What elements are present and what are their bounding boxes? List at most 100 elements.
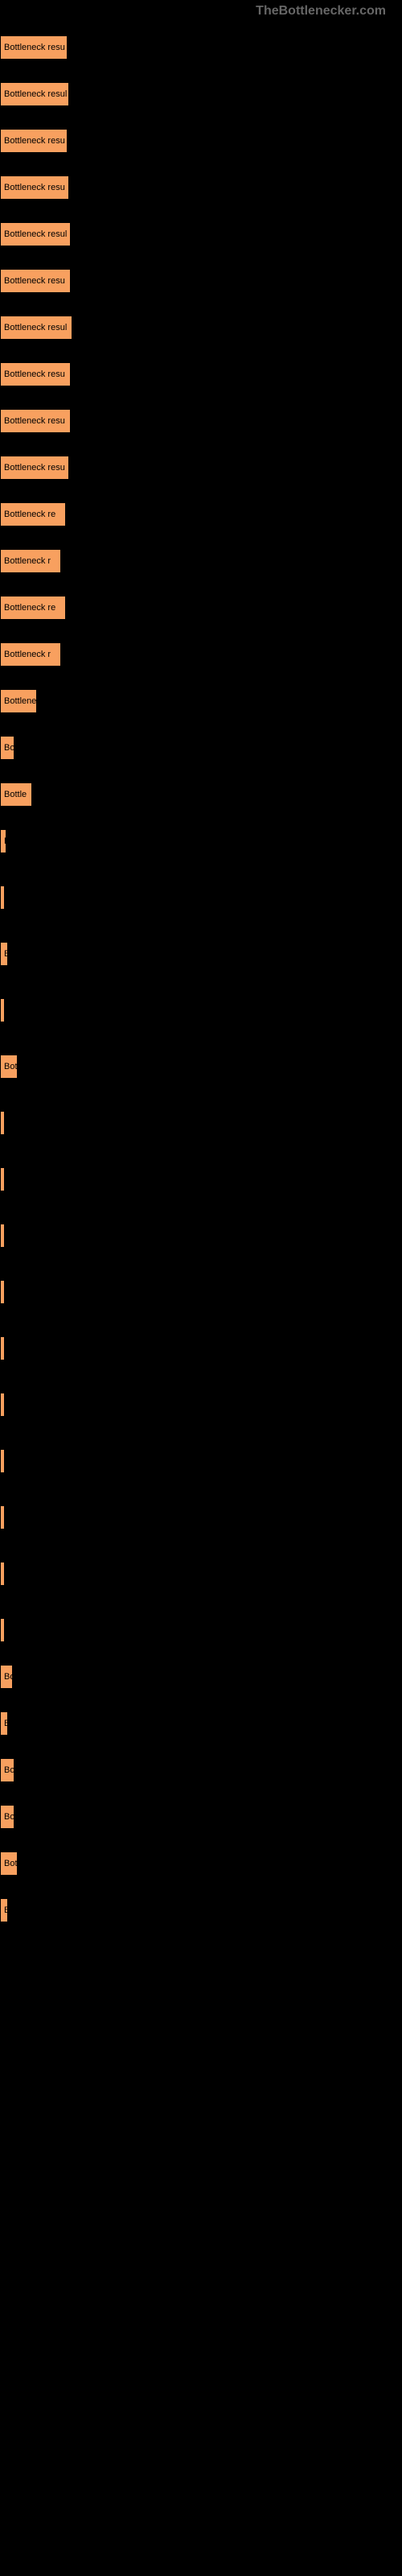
bar: Bottleneck resul	[0, 222, 71, 246]
bar-label: Bl	[4, 836, 6, 846]
bar: Bottleneck resu	[0, 456, 69, 480]
bar-label: B	[4, 1905, 8, 1915]
bar: Bottle	[0, 782, 32, 807]
bar-row	[0, 1100, 402, 1135]
bar-row: Bottleneck r	[0, 538, 402, 573]
bar: Bottleneck resu	[0, 35, 68, 60]
bar-label: Bottleneck resu	[4, 183, 65, 192]
bar: Bot	[0, 1055, 18, 1079]
bar-row: Bottleneck resu	[0, 24, 402, 60]
bar-row: Bo	[0, 724, 402, 760]
bar-row: Bottle	[0, 771, 402, 807]
bar-label: Bottleneck r	[4, 650, 51, 659]
bar: Bo	[0, 1805, 14, 1829]
bar-label: Bottleneck resu	[4, 43, 65, 52]
bar-label: Bo	[4, 1812, 14, 1822]
bar-row	[0, 1494, 402, 1530]
bar-row	[0, 874, 402, 910]
bar	[0, 886, 5, 910]
bar: Bottleneck resu	[0, 362, 71, 386]
bar-label: Bottleneck resul	[4, 323, 67, 332]
bar-row: Bottlene	[0, 678, 402, 713]
bar-row: B	[0, 1887, 402, 1922]
bar: Bottleneck re	[0, 502, 66, 526]
bar-row: Bottleneck resu	[0, 351, 402, 386]
bar: Bottleneck re	[0, 596, 66, 620]
bar-row	[0, 987, 402, 1022]
bar-label: Bo	[4, 1765, 14, 1775]
bar: Bo	[0, 1665, 13, 1689]
site-name: TheBottlenecker.com	[256, 4, 386, 19]
bar	[0, 1505, 5, 1530]
bar-row: B	[0, 1700, 402, 1736]
bar-row: Bo	[0, 1747, 402, 1782]
bar	[0, 998, 5, 1022]
bar-row: Bottleneck re	[0, 491, 402, 526]
bar: Bottleneck resu	[0, 409, 71, 433]
bar-label: Bottleneck resu	[4, 136, 65, 146]
bar	[0, 1449, 5, 1473]
bar-label: Bottleneck resu	[4, 369, 65, 379]
bar-label: Bottleneck re	[4, 510, 55, 519]
bar-label: Bottleneck resu	[4, 276, 65, 286]
bar-row: Bottleneck re	[0, 584, 402, 620]
bar	[0, 1562, 5, 1586]
bar-row	[0, 1550, 402, 1586]
bar-label: Bot	[4, 1062, 18, 1071]
bar: Bottleneck resu	[0, 269, 71, 293]
bar: Bottleneck r	[0, 549, 61, 573]
bar-row: Bottleneck resul	[0, 71, 402, 106]
bar	[0, 1167, 5, 1191]
bar: B	[0, 1711, 8, 1736]
bar-row	[0, 1212, 402, 1248]
bar: Bottleneck resul	[0, 316, 72, 340]
bar-label: B	[4, 949, 8, 959]
bar-row: Bottleneck resu	[0, 398, 402, 433]
bar-label: Bottleneck resul	[4, 229, 67, 239]
bar: Bl	[0, 829, 6, 853]
bar-label: Bo	[4, 1672, 13, 1682]
bar: Bottlene	[0, 689, 37, 713]
bar-label: Bottleneck re	[4, 603, 55, 613]
bar-label: B	[4, 1719, 8, 1728]
bar: Bottleneck resu	[0, 129, 68, 153]
bar-row	[0, 1607, 402, 1642]
bar-row: Bo	[0, 1653, 402, 1689]
bar-label: Bottleneck resu	[4, 416, 65, 426]
bar-row: Bottleneck resul	[0, 304, 402, 340]
bar-row: Bot	[0, 1043, 402, 1079]
bar: Bottleneck resu	[0, 175, 69, 200]
bar	[0, 1111, 5, 1135]
bar-label: Bottleneck resu	[4, 463, 65, 473]
bar: B	[0, 1898, 8, 1922]
bar: B	[0, 942, 8, 966]
bar-row: B	[0, 931, 402, 966]
bar-row	[0, 1269, 402, 1304]
bar	[0, 1224, 5, 1248]
bar-row: Bot	[0, 1840, 402, 1876]
bar-row	[0, 1381, 402, 1417]
bar-row: Bottleneck resul	[0, 211, 402, 246]
bar	[0, 1393, 5, 1417]
bar-label: Bottleneck resul	[4, 89, 67, 99]
bar-label: Bo	[4, 743, 14, 753]
bar-label: Bottle	[4, 790, 27, 799]
bar-row: Bottleneck r	[0, 631, 402, 667]
bar-row: Bottleneck resu	[0, 444, 402, 480]
bar-row	[0, 1325, 402, 1360]
bar: Bo	[0, 1758, 14, 1782]
bar	[0, 1336, 5, 1360]
bar: Bottleneck r	[0, 642, 61, 667]
bar-label: Bottleneck r	[4, 556, 51, 566]
bar-row: Bottleneck resu	[0, 258, 402, 293]
bar-row: Bottleneck resu	[0, 164, 402, 200]
bar-row	[0, 1156, 402, 1191]
bar-row	[0, 1438, 402, 1473]
bar: Bottleneck resul	[0, 82, 69, 106]
bar: Bot	[0, 1852, 18, 1876]
bar-row: Bl	[0, 818, 402, 853]
bar: Bo	[0, 736, 14, 760]
bar-label: Bottlene	[4, 696, 36, 706]
bar	[0, 1618, 5, 1642]
bar	[0, 1280, 5, 1304]
